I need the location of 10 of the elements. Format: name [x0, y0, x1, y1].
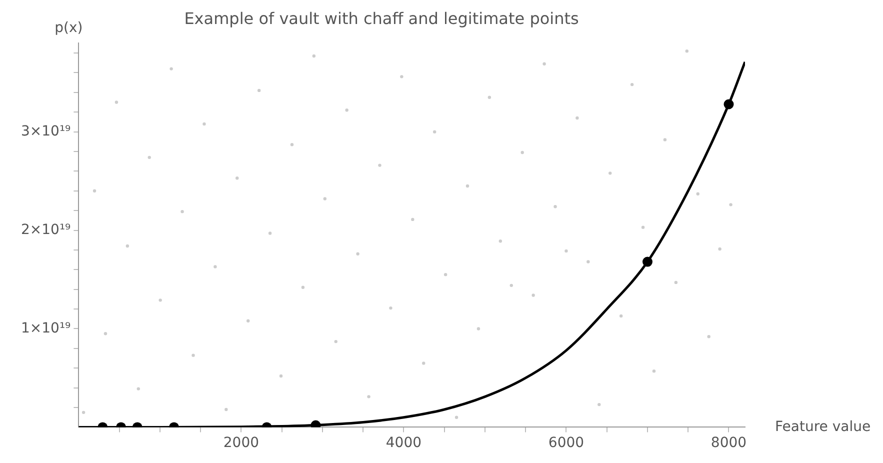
- y-tick-label: 1×10¹⁹: [20, 320, 72, 336]
- x-tick-label: 4000: [386, 435, 422, 452]
- y-tick-label: 3×10¹⁹: [20, 123, 72, 140]
- chart-title: Example of vault with chaff and legitimate points: [184, 8, 579, 28]
- x-tick-label: 2000: [223, 435, 260, 452]
- y-axis-title: p(x): [54, 20, 83, 36]
- x-tick-label: 6000: [548, 435, 584, 452]
- x-tick-label: 8000: [710, 435, 747, 452]
- x-axis-title: Feature value: [775, 418, 871, 435]
- y-tick-label: 2×10¹⁹: [20, 222, 72, 238]
